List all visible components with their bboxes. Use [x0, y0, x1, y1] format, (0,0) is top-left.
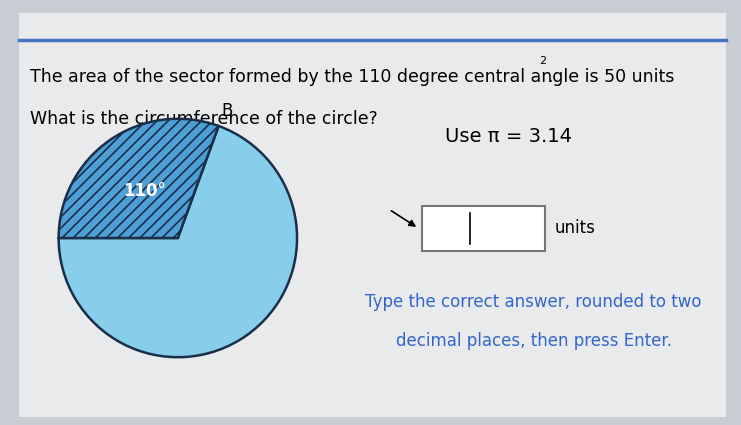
Text: .: . [547, 68, 552, 86]
Wedge shape [59, 126, 297, 357]
Text: 2: 2 [539, 56, 547, 66]
Text: Use π = 3.14: Use π = 3.14 [445, 127, 571, 145]
Text: B: B [221, 102, 232, 120]
Text: decimal places, then press Enter.: decimal places, then press Enter. [396, 332, 671, 349]
Text: 110°: 110° [124, 182, 167, 200]
Text: The area of the sector formed by the 110 degree central angle is 50 units: The area of the sector formed by the 110… [30, 68, 674, 86]
Wedge shape [59, 119, 219, 238]
FancyBboxPatch shape [422, 206, 545, 251]
Text: Type the correct answer, rounded to two: Type the correct answer, rounded to two [365, 293, 702, 311]
FancyBboxPatch shape [19, 13, 726, 416]
Text: units: units [554, 219, 595, 238]
Text: What is the circumference of the circle?: What is the circumference of the circle? [30, 110, 377, 128]
